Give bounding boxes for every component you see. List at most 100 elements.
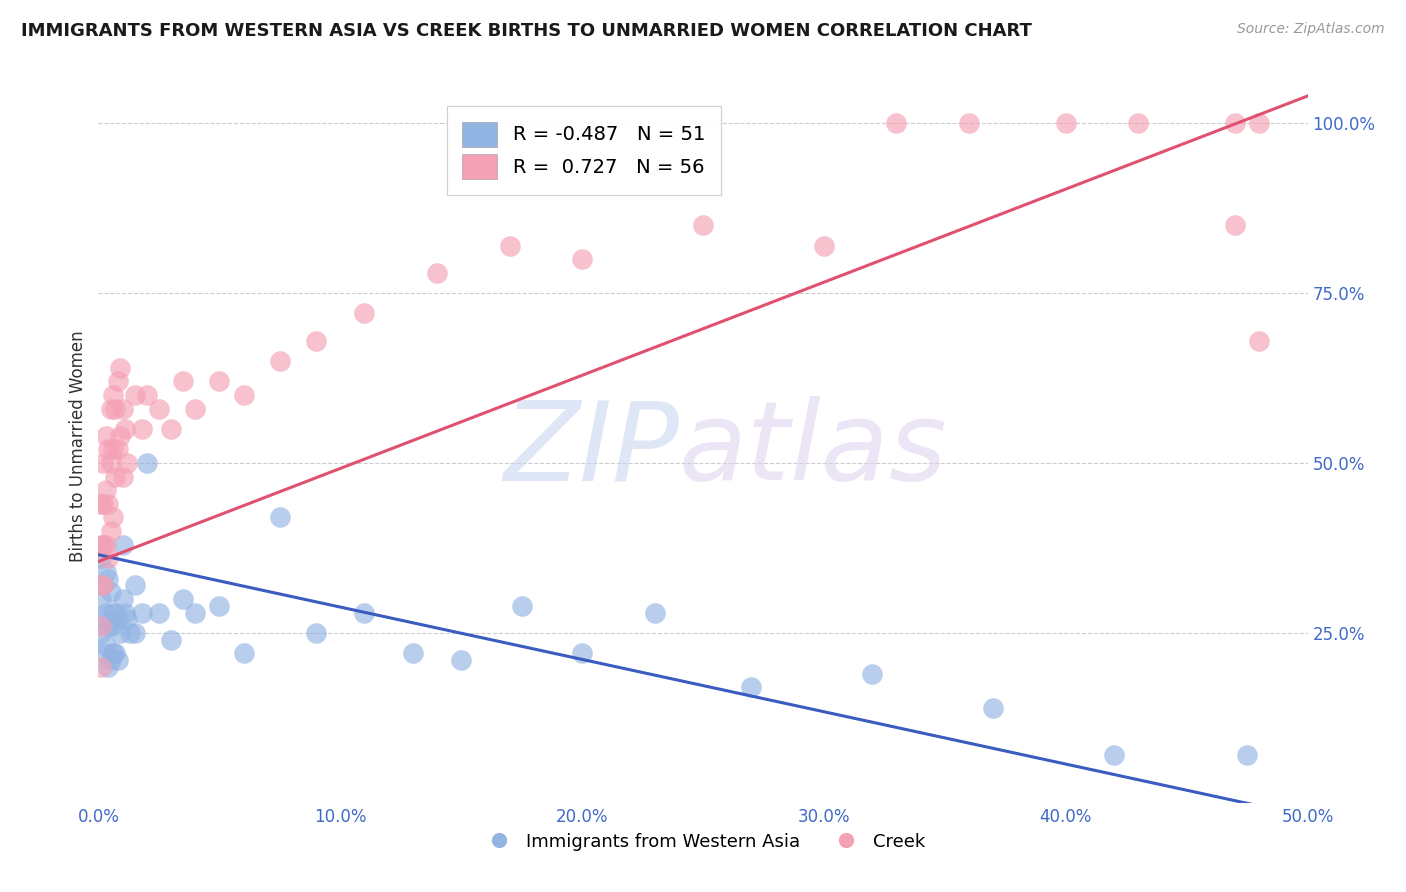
Text: IMMIGRANTS FROM WESTERN ASIA VS CREEK BIRTHS TO UNMARRIED WOMEN CORRELATION CHAR: IMMIGRANTS FROM WESTERN ASIA VS CREEK BI… xyxy=(21,22,1032,40)
Point xyxy=(90,578,112,592)
Point xyxy=(131,606,153,620)
Point xyxy=(124,626,146,640)
Point xyxy=(353,606,375,620)
Point xyxy=(1223,116,1246,130)
Point xyxy=(100,456,122,470)
Point xyxy=(957,116,980,130)
Point xyxy=(91,537,114,551)
Point xyxy=(108,429,131,443)
Point xyxy=(101,646,124,660)
Point xyxy=(740,680,762,694)
Point xyxy=(172,591,194,606)
Point xyxy=(269,510,291,524)
Point xyxy=(148,401,170,416)
Point xyxy=(97,572,120,586)
Point xyxy=(111,469,134,483)
Point xyxy=(100,585,122,599)
Point xyxy=(1128,116,1150,130)
Point xyxy=(114,422,136,436)
Point xyxy=(1236,748,1258,763)
Point xyxy=(118,626,141,640)
Point xyxy=(135,456,157,470)
Point xyxy=(1249,116,1271,130)
Point xyxy=(117,456,139,470)
Point xyxy=(101,510,124,524)
Point xyxy=(571,252,593,266)
Point xyxy=(97,551,120,566)
Point xyxy=(886,116,908,130)
Point xyxy=(208,599,231,613)
Point xyxy=(426,266,449,280)
Point xyxy=(94,565,117,579)
Point xyxy=(269,354,291,368)
Point xyxy=(107,653,129,667)
Point xyxy=(450,653,472,667)
Point xyxy=(860,666,883,681)
Point xyxy=(1249,334,1271,348)
Point xyxy=(104,646,127,660)
Point xyxy=(90,537,112,551)
Point xyxy=(124,578,146,592)
Point xyxy=(90,591,112,606)
Point xyxy=(94,429,117,443)
Point xyxy=(117,612,139,626)
Point xyxy=(97,660,120,674)
Point xyxy=(91,578,114,592)
Point xyxy=(104,401,127,416)
Point xyxy=(90,497,112,511)
Point xyxy=(100,524,122,538)
Point xyxy=(208,375,231,389)
Point xyxy=(160,632,183,647)
Point xyxy=(813,238,835,252)
Point xyxy=(232,388,254,402)
Point xyxy=(90,619,112,633)
Point xyxy=(1102,748,1125,763)
Point xyxy=(94,640,117,654)
Point xyxy=(160,422,183,436)
Legend: Immigrants from Western Asia, Creek: Immigrants from Western Asia, Creek xyxy=(474,826,932,858)
Point xyxy=(97,442,120,457)
Point xyxy=(108,360,131,375)
Point xyxy=(353,306,375,320)
Point xyxy=(692,218,714,232)
Point xyxy=(94,606,117,620)
Point xyxy=(90,551,112,566)
Point xyxy=(90,626,112,640)
Point xyxy=(107,612,129,626)
Point xyxy=(104,606,127,620)
Point xyxy=(305,626,328,640)
Y-axis label: Births to Unmarried Women: Births to Unmarried Women xyxy=(69,330,87,562)
Point xyxy=(1223,218,1246,232)
Point xyxy=(232,646,254,660)
Point xyxy=(91,612,114,626)
Point xyxy=(107,375,129,389)
Point xyxy=(107,442,129,457)
Point xyxy=(111,401,134,416)
Text: Source: ZipAtlas.com: Source: ZipAtlas.com xyxy=(1237,22,1385,37)
Point xyxy=(644,606,666,620)
Point xyxy=(97,619,120,633)
Point xyxy=(91,646,114,660)
Point xyxy=(148,606,170,620)
Point xyxy=(114,606,136,620)
Point xyxy=(981,700,1004,714)
Point xyxy=(184,401,207,416)
Point xyxy=(90,660,112,674)
Point xyxy=(100,619,122,633)
Point xyxy=(111,537,134,551)
Point xyxy=(91,537,114,551)
Point xyxy=(571,646,593,660)
Point xyxy=(172,375,194,389)
Point xyxy=(91,578,114,592)
Point xyxy=(1054,116,1077,130)
Point xyxy=(101,442,124,457)
Point xyxy=(97,497,120,511)
Point xyxy=(94,537,117,551)
Point xyxy=(94,483,117,498)
Point xyxy=(305,334,328,348)
Point xyxy=(111,591,134,606)
Point xyxy=(498,238,520,252)
Point xyxy=(124,388,146,402)
Text: ZIP: ZIP xyxy=(503,396,679,503)
Point xyxy=(101,388,124,402)
